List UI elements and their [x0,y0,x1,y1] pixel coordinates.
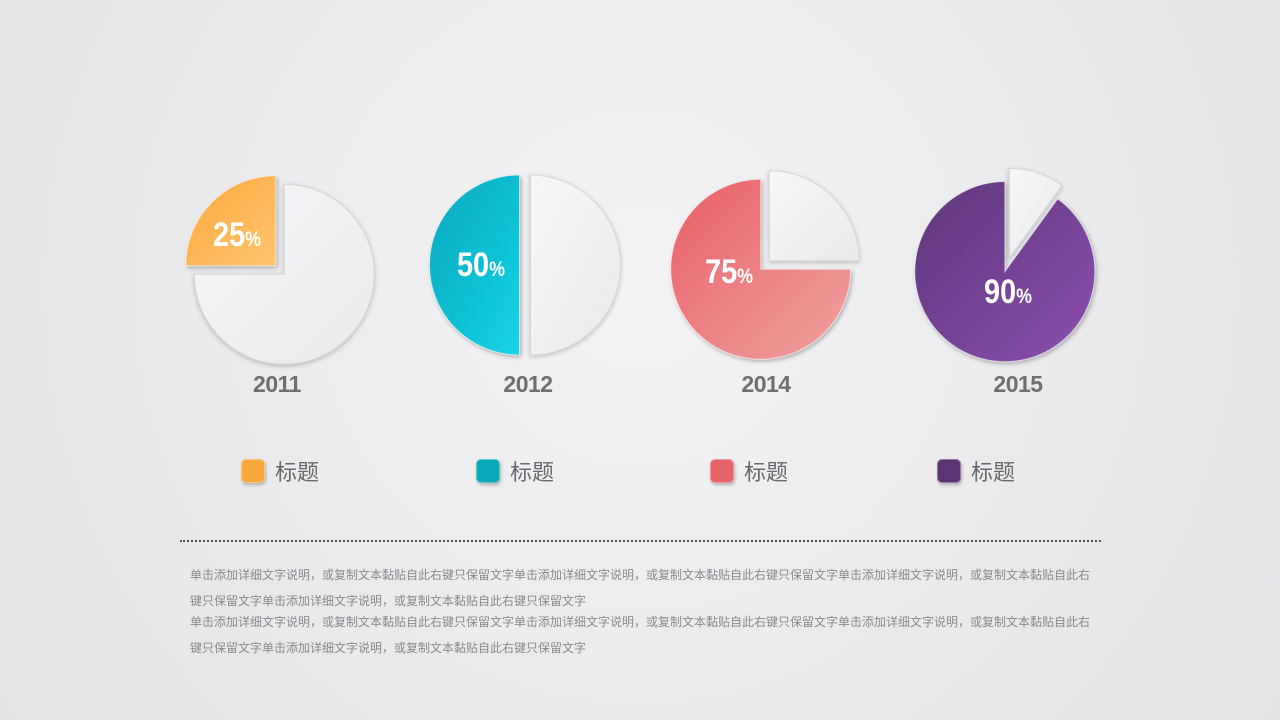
pie-slice-value-2012 [429,174,520,356]
pie-chart-2015: 90% [914,167,1096,363]
year-label-2015: 2015 [993,371,1043,397]
pie-value-label-2015: 90% [984,272,1032,311]
legend-item-3: 标题 [710,456,788,486]
year-label-2014: 2014 [741,371,791,397]
legend-label: 标题 [971,461,1016,486]
year-label-2012: 2012 [503,371,553,397]
dotted-divider [180,540,1101,542]
description-paragraph-2: 单击添加详细文字说明，或复制文本黏贴自此右键只保留文字单击添加详细文字说明，或复… [190,615,1091,655]
pie-slice-value-2015 [914,181,1096,363]
pie-value-label-2012: 50% [457,245,505,284]
legend-swatch-orange [241,459,265,483]
pie-slice-remainder-2012 [530,174,621,356]
pie-value-label-2011: 25% [213,215,261,254]
year-label-2011: 2011 [253,371,301,397]
pie-charts: 25% 50% 75% 90% [185,167,1096,365]
legend-label: 标题 [275,461,320,486]
pie-chart-2012: 50% [429,174,621,356]
legend-item-4: 标题 [937,456,1015,486]
pie-chart-2014: 75% [670,170,860,360]
pie-slice-value-2011 [185,175,277,267]
legend-swatch-teal [476,459,500,483]
pie-slice-remainder-2011 [193,183,375,365]
legend-label: 标题 [510,461,555,486]
pie-slice-value-2014 [670,178,852,360]
pie-value-label-2014: 75% [705,252,753,291]
legend-swatch-purple [937,459,961,483]
legend-item-1: 标题 [241,456,319,486]
pie-chart-2011: 25% [185,175,375,365]
description-paragraph-1: 单击添加详细文字说明，或复制文本黏贴自此右键只保留文字单击添加详细文字说明，或复… [190,568,1091,608]
pie-slice-remainder-2015 [1008,167,1063,260]
legend-item-2: 标题 [476,456,554,486]
legend-label: 标题 [744,461,789,486]
pie-slice-remainder-2014 [768,170,860,262]
legend-swatch-coral [710,459,734,483]
